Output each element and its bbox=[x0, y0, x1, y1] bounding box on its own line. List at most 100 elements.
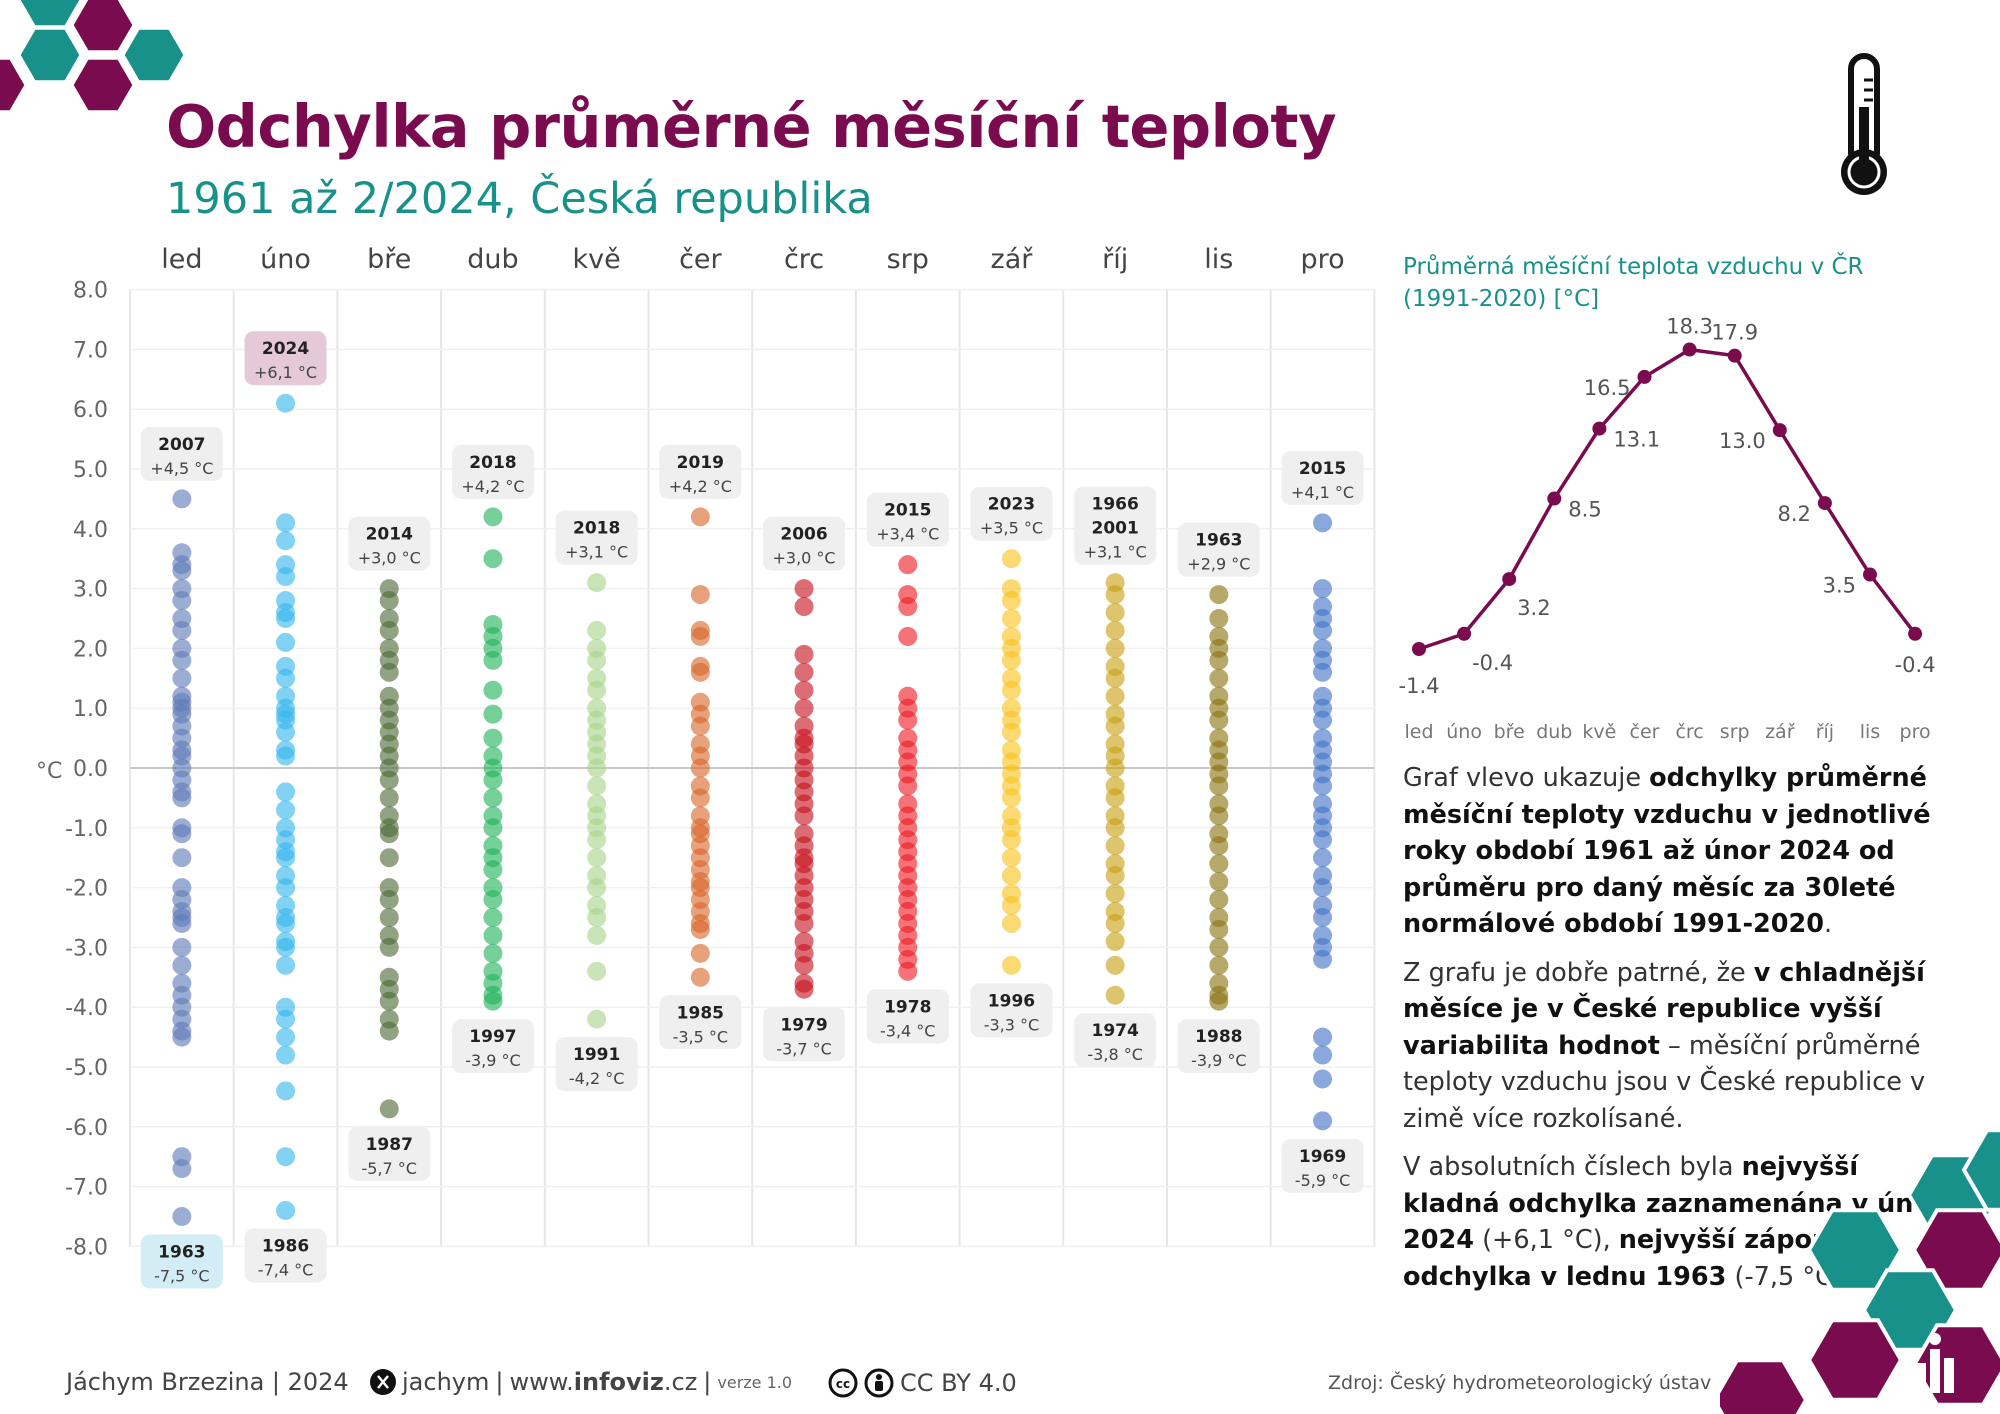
data-point bbox=[690, 758, 710, 778]
normal-month-label: led bbox=[1404, 721, 1433, 743]
data-point bbox=[1105, 818, 1125, 838]
annotation-max: 2015 +4,1 °C bbox=[1281, 450, 1364, 505]
annotation-value: -3,5 °C bbox=[673, 1027, 728, 1046]
annotation-year: 1996 bbox=[988, 991, 1035, 1011]
month-label: bře bbox=[367, 244, 411, 275]
annotation-value: +2,9 °C bbox=[1187, 555, 1250, 574]
description-paragraph-3: V absolutních číslech byla nejvyšší klad… bbox=[1403, 1149, 1963, 1295]
y-tick-label: 5.0 bbox=[73, 458, 108, 483]
data-point bbox=[172, 668, 192, 688]
normal-value-label: 3.2 bbox=[1517, 596, 1550, 620]
annotation-box bbox=[555, 510, 638, 565]
data-point bbox=[587, 1009, 607, 1029]
hexagon-tl-3 bbox=[121, 26, 187, 84]
annotation-max: 2018 +4,2 °C bbox=[451, 444, 534, 499]
data-point bbox=[276, 913, 296, 933]
y-axis-label: °C bbox=[36, 759, 62, 784]
data-point bbox=[276, 1009, 296, 1029]
social-handle[interactable]: jachym bbox=[402, 1368, 490, 1396]
description-text: v chladnější měsíce je v České republice… bbox=[1403, 957, 1925, 1061]
description-text: Z grafu je dobře patrné, že bbox=[1403, 957, 1754, 988]
normal-point bbox=[1908, 626, 1923, 641]
annotation-value: -4,2 °C bbox=[569, 1069, 624, 1088]
x-logo-icon bbox=[370, 1369, 396, 1395]
data-point bbox=[1209, 991, 1229, 1011]
normal-month-label: kvě bbox=[1582, 721, 1616, 743]
footer-author: Jáchym Brzezina | 2024 bbox=[66, 1368, 349, 1396]
annotation-box bbox=[244, 1228, 327, 1283]
annotation-box bbox=[970, 486, 1053, 541]
annotation-year: 1991 bbox=[573, 1045, 620, 1065]
data-point bbox=[1209, 955, 1229, 975]
data-point bbox=[483, 890, 503, 910]
y-tick-label: -1.0 bbox=[65, 817, 108, 842]
data-point bbox=[172, 650, 192, 670]
annotation-year: 1978 bbox=[884, 997, 931, 1017]
description-text: odchylky průměrné měsíční teploty vzduch… bbox=[1403, 763, 1931, 939]
data-point bbox=[379, 848, 399, 868]
data-point bbox=[1001, 848, 1021, 868]
annotation-min: 1969 -5,9 °C bbox=[1281, 1138, 1364, 1193]
annotation-box bbox=[659, 995, 742, 1050]
data-point bbox=[1313, 1069, 1333, 1089]
data-point bbox=[276, 937, 296, 957]
data-point bbox=[690, 662, 710, 682]
normal-month-label: bře bbox=[1494, 721, 1525, 743]
normal-value-label: 18.3 bbox=[1666, 315, 1713, 339]
description-text: (+6,1 °C), bbox=[1473, 1225, 1619, 1255]
annotation-year: 2007 bbox=[158, 435, 205, 455]
license-label[interactable]: CC BY 4.0 bbox=[900, 1369, 1017, 1397]
month-label: črc bbox=[784, 244, 824, 275]
data-point bbox=[483, 770, 503, 790]
data-point bbox=[794, 662, 814, 682]
infoviz-logo-icon bbox=[1916, 1333, 1954, 1393]
data-point bbox=[794, 644, 814, 664]
normal-month-label: srp bbox=[1720, 721, 1750, 743]
month-label: kvě bbox=[573, 244, 621, 275]
annotation-min: 1979 -3,7 °C bbox=[763, 1007, 846, 1062]
data-point bbox=[1209, 650, 1229, 670]
data-point bbox=[172, 591, 192, 611]
data-point bbox=[1313, 620, 1333, 640]
annotation-year: 2024 bbox=[262, 339, 309, 359]
hexagon-tl-1 bbox=[70, 0, 136, 54]
data-point bbox=[172, 848, 192, 868]
data-point bbox=[1313, 710, 1333, 730]
data-point bbox=[690, 943, 710, 963]
footer-separator-2: | bbox=[703, 1368, 712, 1396]
hexagon-tl-4 bbox=[70, 56, 136, 114]
annotation-value: -5,7 °C bbox=[362, 1159, 417, 1178]
annotation-value: +4,5 °C bbox=[150, 459, 213, 478]
annotation-min: 1963 -7,5 °C bbox=[140, 1234, 223, 1289]
data-point bbox=[794, 597, 814, 617]
annotation-year: 2001 bbox=[1091, 519, 1138, 539]
annotation-max: 2007 +4,5 °C bbox=[140, 426, 223, 481]
annotation-box bbox=[970, 983, 1053, 1038]
normal-point bbox=[1772, 423, 1787, 438]
hexagon-br-7 bbox=[1720, 1358, 1809, 1414]
data-point bbox=[379, 662, 399, 682]
annotation-value: -3,9 °C bbox=[1191, 1051, 1246, 1070]
description-paragraph-1: Graf vlevo ukazuje odchylky průměrné měs… bbox=[1403, 760, 1963, 943]
data-point bbox=[1105, 668, 1125, 688]
website-link[interactable]: www.infoviz.cz bbox=[509, 1368, 698, 1396]
data-point bbox=[690, 788, 710, 808]
page-subtitle: 1961 až 2/2024, Česká republika bbox=[166, 174, 873, 224]
data-point bbox=[379, 890, 399, 910]
data-point bbox=[1313, 1027, 1333, 1047]
description-text: . bbox=[1824, 909, 1833, 939]
annotation-value: +3,0 °C bbox=[772, 549, 835, 568]
annotation-min: 1991 -4,2 °C bbox=[555, 1037, 638, 1092]
y-tick-label: 6.0 bbox=[73, 398, 108, 423]
description-paragraph-2: Z grafu je dobře patrné, že v chladnější… bbox=[1403, 955, 1963, 1138]
annotation-year: 1987 bbox=[366, 1135, 413, 1155]
data-point bbox=[794, 913, 814, 933]
description-text: V absolutních číslech byla bbox=[1403, 1152, 1742, 1182]
data-point bbox=[898, 776, 918, 796]
data-point bbox=[379, 908, 399, 927]
annotation-year: 1969 bbox=[1299, 1147, 1346, 1167]
data-point bbox=[587, 908, 607, 927]
data-point bbox=[379, 770, 399, 790]
annotation-value: -7,4 °C bbox=[258, 1261, 313, 1280]
footer-separator: | bbox=[495, 1368, 504, 1396]
